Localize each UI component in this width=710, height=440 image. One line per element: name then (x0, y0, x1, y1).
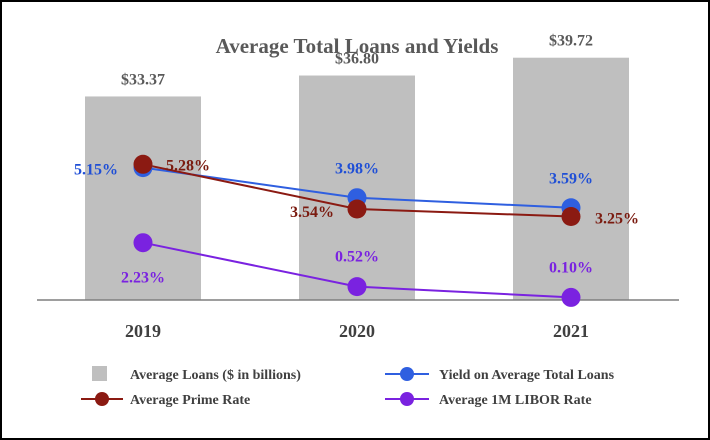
bar-value-label-2021: $39.72 (549, 33, 593, 50)
legend-marker-0 (400, 367, 414, 381)
line-group: 5.15% 3.98% 3.59% 5.28% 3.54% 3.25% 2.23% 0.52%… (74, 154, 639, 307)
chart-title: Average Total Loans and Yields (216, 34, 499, 58)
series-2-point-2020 (347, 277, 367, 297)
legend-marker-1 (95, 392, 109, 406)
x-tick-2021: 2021 (553, 321, 589, 341)
bar-value-label-2020: $36.80 (335, 51, 379, 68)
legend-marker-2 (400, 392, 414, 406)
series-0-label-2019: 5.15% (74, 162, 118, 179)
series-1-point-2020 (347, 199, 367, 219)
series-1-label-2021: 3.25% (595, 210, 639, 227)
legend-label-0: Yield on Average Total Loans (439, 368, 615, 383)
x-tick-group: 2019 2020 2021 (125, 321, 589, 341)
legend-label-1: Average Prime Rate (130, 393, 250, 408)
series-1-point-2021 (561, 206, 581, 226)
legend-label-2: Average 1M LIBOR Rate (439, 393, 592, 408)
bar-2019 (85, 96, 201, 301)
series-0-label-2020: 3.98% (335, 161, 379, 178)
legend: Average Loans ($ in billions) Yield on Av… (81, 366, 615, 408)
series-1-point-2019 (133, 154, 153, 174)
series-2-point-2019 (133, 233, 153, 253)
series-2-point-2021 (561, 287, 581, 307)
series-0-label-2021: 3.59% (549, 171, 593, 188)
bar-value-label-2019: $33.37 (121, 71, 165, 88)
series-2-label-2020: 0.52% (335, 249, 379, 266)
legend-label-bars: Average Loans ($ in billions) (130, 368, 301, 383)
series-2-label-2019: 2.23% (121, 270, 165, 287)
x-tick-2020: 2020 (339, 321, 375, 341)
bar-2021 (513, 57, 629, 300)
x-tick-2019: 2019 (125, 321, 161, 341)
series-1-label-2020: 3.54% (290, 204, 334, 221)
series-2-label-2021: 0.10% (549, 259, 593, 276)
legend-swatch-bars (92, 366, 107, 381)
bar-group: $33.37 $36.80 $39.72 (85, 33, 629, 301)
series-1-label-2019: 5.28% (166, 157, 210, 174)
bar-2020 (299, 75, 415, 301)
